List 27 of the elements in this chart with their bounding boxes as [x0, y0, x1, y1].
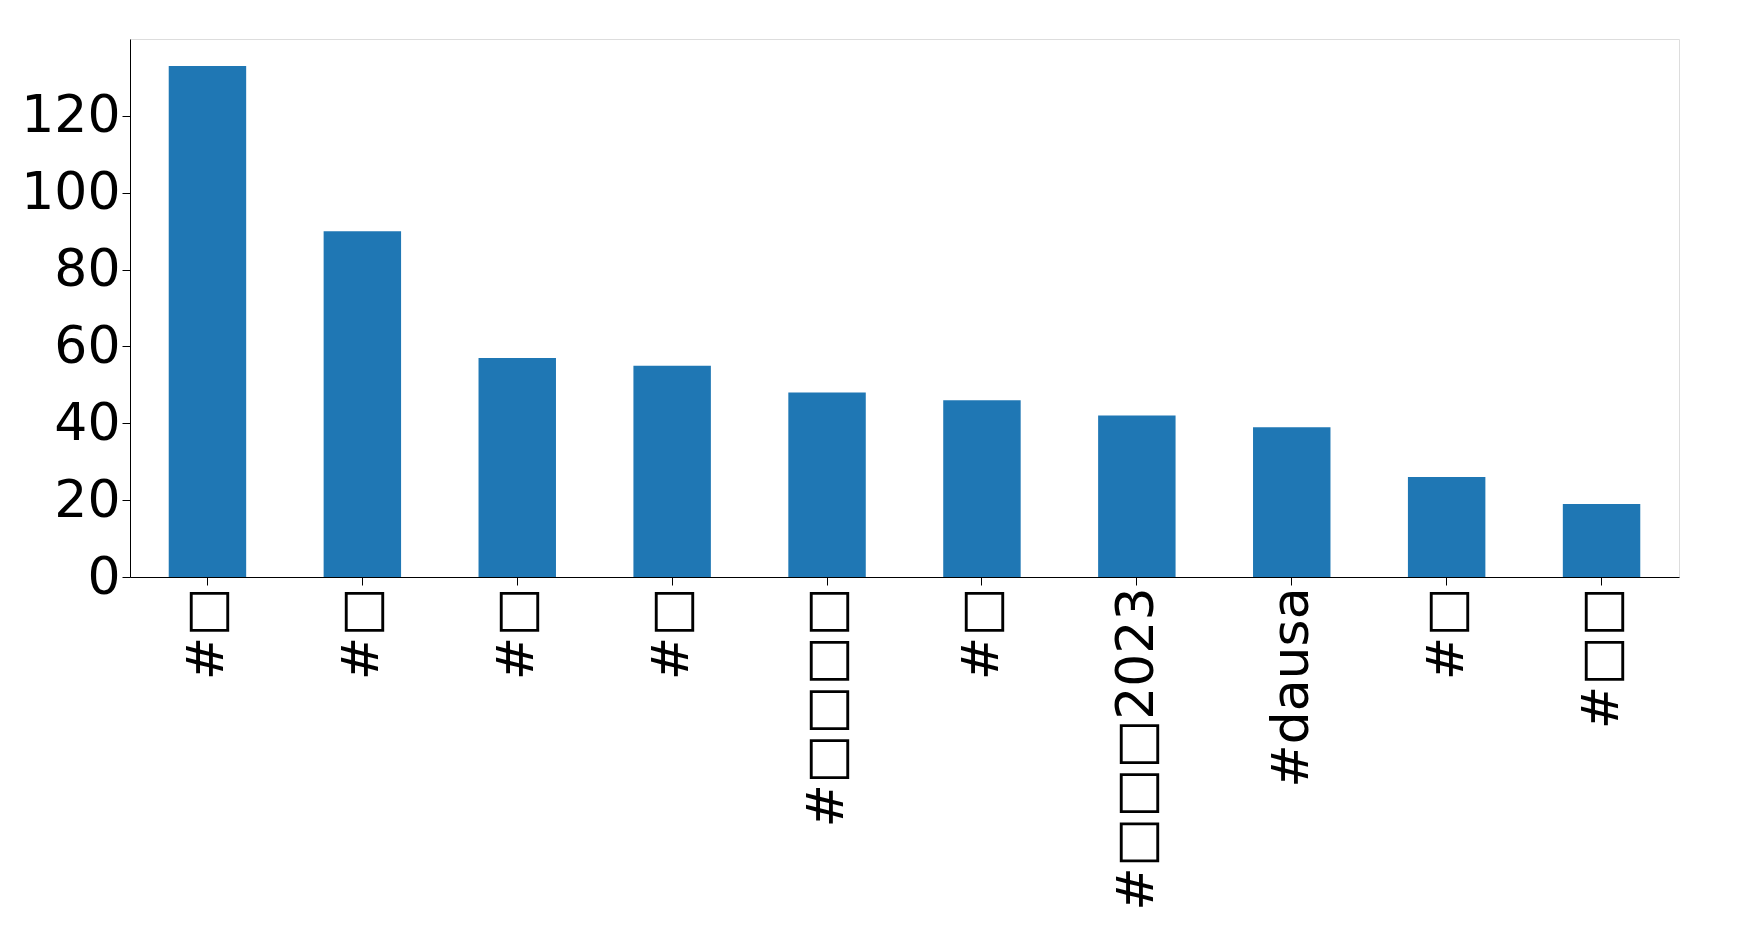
bar — [1407, 477, 1486, 577]
bar — [1253, 427, 1331, 577]
bar — [943, 400, 1021, 577]
y-tick-label: 0 — [87, 545, 121, 606]
x-tick-label: #□□□2023 — [1104, 587, 1165, 911]
bar — [1098, 415, 1176, 577]
bar — [1562, 503, 1641, 577]
y-tick-label: 20 — [54, 468, 121, 529]
x-tick-label: #□ — [1414, 587, 1475, 681]
bar — [478, 357, 556, 577]
bar — [323, 231, 402, 577]
x-tick-label: #□ — [949, 587, 1010, 681]
x-tick-label: #□ — [175, 587, 236, 681]
x-tick-label: #□□ — [1569, 587, 1630, 730]
y-tick-label: 60 — [54, 314, 121, 375]
x-tick-label: #□ — [485, 587, 546, 681]
bar — [633, 365, 711, 577]
y-tick-label: 120 — [21, 84, 121, 145]
x-tick-label: #□ — [640, 587, 701, 681]
x-tick-label: #dausa — [1259, 587, 1320, 788]
x-tick-label: #□□□□ — [795, 587, 856, 828]
x-tick-label: #□ — [330, 587, 391, 681]
y-tick-label: 100 — [21, 161, 121, 222]
y-tick-label: 80 — [54, 238, 121, 299]
bar — [168, 65, 247, 577]
y-tick-label: 40 — [54, 391, 121, 452]
bar — [788, 392, 866, 577]
